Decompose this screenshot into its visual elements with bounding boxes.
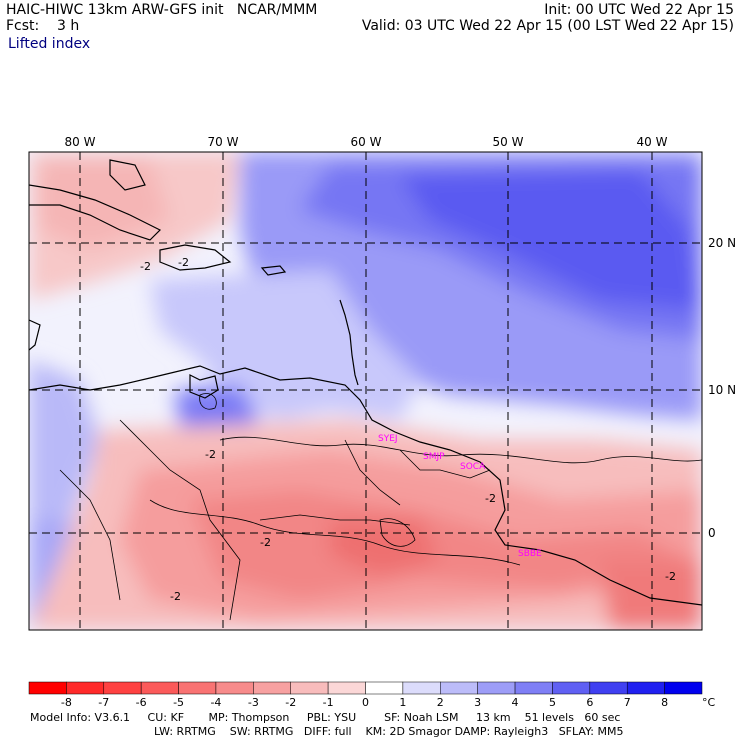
colorbar-tick-label: -1 xyxy=(323,696,334,709)
contour-label: -2 xyxy=(170,590,181,603)
colorbar-tick-label: -5 xyxy=(173,696,184,709)
lon-label: 80 W xyxy=(65,135,96,149)
colorbar-tick-label: 3 xyxy=(474,696,481,709)
borders xyxy=(59,419,491,621)
colorbar-swatch xyxy=(140,681,179,695)
lat-label: 10 N xyxy=(708,383,736,397)
colorbar-tick-label: 4 xyxy=(512,696,519,709)
colorbar-swatch xyxy=(66,681,105,695)
colorbar-tick-label: -6 xyxy=(136,696,147,709)
model-info-line2: LW: RRTMG SW: RRTMG DIFF: full KM: 2D Sm… xyxy=(154,725,624,738)
colorbar-tick-label: -4 xyxy=(210,696,221,709)
colorbar-swatch xyxy=(589,681,628,695)
colorbar-tick-label: 5 xyxy=(549,696,556,709)
colorbar-swatch xyxy=(552,681,591,695)
contours-minus-2 xyxy=(149,393,702,566)
colorbar-tick-label: 2 xyxy=(437,696,444,709)
colorbar-swatch xyxy=(440,681,478,695)
colorbar-swatch xyxy=(178,681,217,695)
colorbar-swatch xyxy=(253,681,291,695)
init-time: Init: 00 UTC Wed 22 Apr 15 xyxy=(544,2,734,18)
lon-labels: 80 W 70 W 60 W 50 W 40 W xyxy=(65,135,668,149)
station-labels: SYEJ SMJP SOCA SBBE xyxy=(378,434,542,559)
colorbar-swatch xyxy=(290,681,329,695)
map-frame xyxy=(28,151,703,631)
contour-label: -2 xyxy=(140,260,151,273)
station-label: SBBE xyxy=(518,549,542,559)
station-label: SYEJ xyxy=(378,434,398,444)
coastlines xyxy=(29,159,702,606)
contour-labels: -2 -2 -2 -2 -2 -2 -2 xyxy=(140,256,676,603)
colorbar-swatch xyxy=(514,681,553,695)
colorbar-swatch xyxy=(477,681,516,695)
colorbar xyxy=(28,681,703,695)
colorbar-tick-label: -7 xyxy=(98,696,109,709)
header-left: HAIC-HIWC 13km ARW-GFS init NCAR/MMM Fcst… xyxy=(6,2,317,34)
field-name: Lifted index xyxy=(8,36,91,52)
contour-label: -2 xyxy=(260,536,271,549)
lat-labels: 20 N 10 N 0 xyxy=(708,236,736,540)
colorbar-tick-label: 6 xyxy=(586,696,593,709)
lat-label: 0 xyxy=(708,526,716,540)
valid-time: Valid: 03 UTC Wed 22 Apr 15 (00 LST Wed … xyxy=(361,18,734,34)
gridlines xyxy=(29,152,702,630)
colorbar-swatch xyxy=(103,681,142,695)
lon-label: 70 W xyxy=(208,135,239,149)
contour-label: -2 xyxy=(665,570,676,583)
station-label: SMJP xyxy=(423,452,445,462)
colorbar-swatch xyxy=(28,681,67,695)
lon-label: 60 W xyxy=(351,135,382,149)
colorbar-swatch xyxy=(365,681,404,695)
colorbar-tick-label: -8 xyxy=(61,696,72,709)
lon-label: 50 W xyxy=(493,135,524,149)
colorbar-swatch xyxy=(402,681,441,695)
station-label: SOCA xyxy=(460,462,486,472)
contour-label: -2 xyxy=(178,256,189,269)
contour-label: -2 xyxy=(485,492,496,505)
header-right: Init: 00 UTC Wed 22 Apr 15 Valid: 03 UTC … xyxy=(362,2,734,34)
colorbar-ticks: -8 -7 -6 -5 -4 -3 -2 -1 0 1 2 3 4 5 6 7 8 xyxy=(61,696,668,709)
colorbar-swatch xyxy=(327,681,366,695)
colorbar-swatch xyxy=(626,681,665,695)
contour-label: -2 xyxy=(205,448,216,461)
lat-label: 20 N xyxy=(708,236,736,250)
colorbar-swatch xyxy=(664,681,703,695)
colorbar-tick-label: 8 xyxy=(661,696,668,709)
colorbar-tick-label: 1 xyxy=(399,696,406,709)
colorbar-tick-label: 7 xyxy=(624,696,631,709)
forecast-hour: Fcst: 3 h xyxy=(6,18,80,34)
colorbar-unit: °C xyxy=(702,696,716,709)
colorbar-tick-label: 0 xyxy=(362,696,369,709)
header-title: HAIC-HIWC 13km ARW-GFS init NCAR/MMM xyxy=(6,2,318,18)
colorbar-tick-label: -3 xyxy=(248,696,259,709)
colorbar-tick-label: -2 xyxy=(285,696,296,709)
colorbar-swatch xyxy=(215,681,254,695)
model-info-line1: Model Info: V3.6.1 CU: KF MP: Thompson P… xyxy=(30,711,621,724)
lon-label: 40 W xyxy=(637,135,668,149)
